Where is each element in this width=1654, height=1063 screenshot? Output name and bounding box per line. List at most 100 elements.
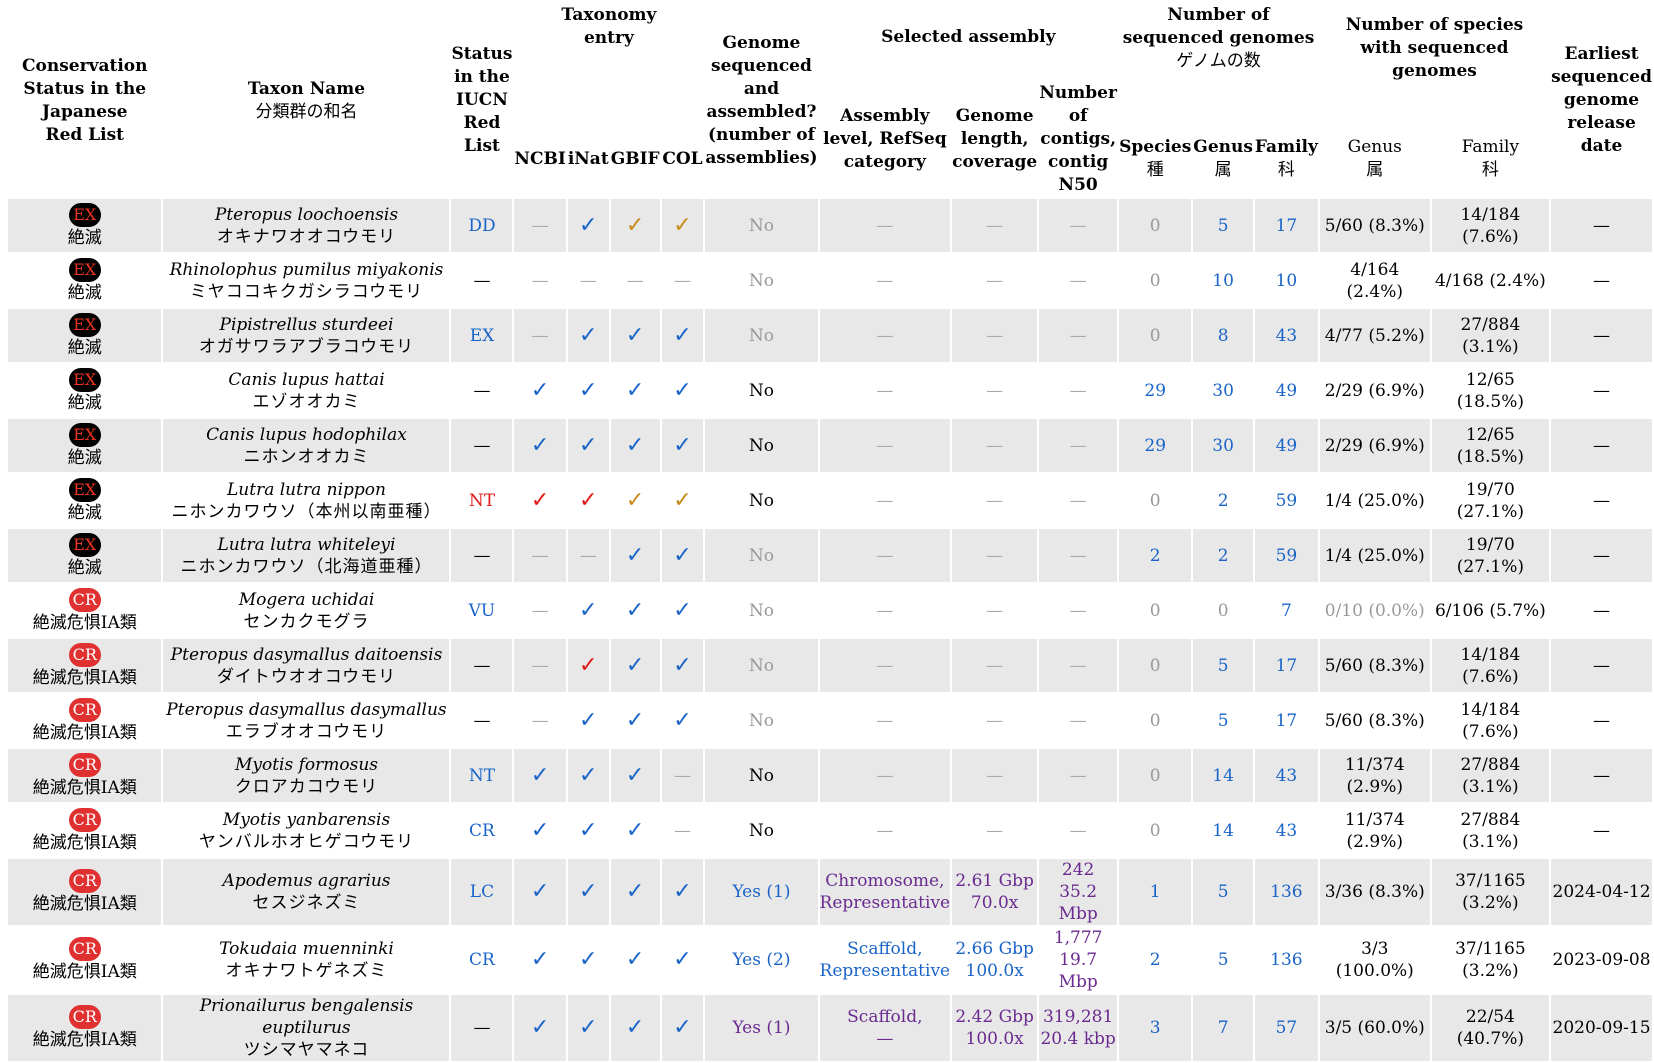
genus-count[interactable]: 5 [1193, 639, 1253, 692]
assembly-level[interactable]: Scaffold, Representative [820, 927, 951, 993]
family-count[interactable]: 43 [1254, 309, 1318, 362]
family-count[interactable]: 49 [1275, 380, 1298, 401]
family-count[interactable]: 43 [1275, 820, 1298, 841]
family-count[interactable]: 136 [1254, 859, 1318, 925]
iucn-status[interactable]: EX [451, 309, 513, 362]
genus-count[interactable]: 5 [1217, 710, 1229, 731]
col-check-icon[interactable]: ✓ [673, 707, 692, 733]
genus-count[interactable]: 14 [1193, 749, 1253, 802]
family-count[interactable]: 17 [1254, 199, 1318, 252]
inat-check-icon[interactable]: ✓ [567, 419, 609, 472]
inat-check-icon[interactable]: ✓ [567, 199, 609, 252]
iucn-status[interactable]: DD [451, 199, 513, 252]
scientific-name[interactable]: Lutra lutra whiteleyi [217, 534, 396, 555]
genus-count[interactable]: 5 [1193, 859, 1253, 925]
family-count[interactable]: 136 [1270, 950, 1303, 970]
col-check-icon[interactable]: ✓ [673, 597, 692, 623]
col-check-icon[interactable]: ✓ [661, 529, 704, 582]
genus-count[interactable]: 5 [1217, 950, 1229, 970]
scientific-name[interactable]: Tokudaia muenninki [219, 939, 394, 959]
col-check-icon[interactable]: ✓ [661, 309, 704, 362]
ncbi-check-icon[interactable]: ✓ [530, 947, 550, 972]
gbif-check-icon[interactable]: ✓ [625, 597, 645, 623]
species-count[interactable]: 29 [1144, 380, 1167, 401]
gbif-check-icon[interactable]: ✓ [610, 995, 660, 1061]
gbif-check-icon[interactable]: ✓ [625, 487, 645, 513]
family-count[interactable]: 7 [1280, 600, 1292, 621]
scientific-name[interactable]: Myotis formosus [234, 754, 379, 775]
inat-check-icon[interactable]: ✓ [567, 995, 609, 1061]
inat-check-icon[interactable]: ✓ [579, 947, 598, 972]
scientific-name[interactable]: Canis lupus hattai [228, 369, 385, 390]
genome-status[interactable]: Yes (1) [705, 859, 818, 925]
species-count[interactable]: 2 [1149, 950, 1161, 970]
family-count[interactable]: 57 [1254, 995, 1318, 1061]
iucn-status[interactable]: NT [451, 749, 513, 802]
inat-check-icon[interactable]: ✓ [579, 597, 598, 623]
scientific-name[interactable]: Canis lupus hodophilax [206, 424, 407, 445]
col-check-icon[interactable]: ✓ [673, 377, 692, 403]
iucn-status[interactable]: LC [451, 859, 513, 925]
genus-count[interactable]: 8 [1193, 309, 1253, 362]
gbif-check-icon[interactable]: ✓ [625, 377, 645, 403]
genome-status[interactable]: Yes (1) [705, 995, 818, 1061]
assembly-level[interactable]: Chromosome, Representative [819, 859, 951, 925]
family-count[interactable]: 49 [1254, 419, 1318, 472]
iucn-status[interactable]: CR [469, 950, 495, 970]
species-count[interactable]: 1 [1119, 859, 1192, 925]
inat-check-icon[interactable]: ✓ [567, 309, 609, 362]
genus-count[interactable]: 5 [1193, 199, 1253, 252]
family-count[interactable]: 59 [1254, 529, 1318, 582]
genus-count[interactable]: 30 [1212, 380, 1234, 401]
iucn-status[interactable]: CR [469, 820, 495, 841]
species-count[interactable]: 3 [1119, 995, 1192, 1061]
gbif-check-icon[interactable]: ✓ [625, 817, 645, 843]
genus-count[interactable]: 2 [1193, 529, 1253, 582]
inat-check-icon[interactable]: ✓ [579, 487, 598, 513]
gbif-check-icon[interactable]: ✓ [610, 419, 660, 472]
ncbi-check-icon[interactable]: ✓ [530, 817, 550, 843]
gbif-check-icon[interactable]: ✓ [610, 309, 660, 362]
col-check-icon[interactable]: ✓ [661, 419, 704, 472]
scientific-name[interactable]: Pteropus dasymallus daitoensis [170, 644, 443, 665]
scientific-name[interactable]: Pipistrellus sturdeei [219, 314, 394, 335]
ncbi-check-icon[interactable]: ✓ [530, 377, 550, 403]
scientific-name[interactable]: Apodemus agrarius [222, 871, 391, 891]
scientific-name[interactable]: Myotis yanbarensis [222, 809, 391, 830]
genus-count[interactable]: 14 [1212, 820, 1234, 841]
assembly-level[interactable]: Scaffold, — [819, 995, 951, 1061]
col-check-icon[interactable]: ✓ [673, 947, 692, 972]
gbif-check-icon[interactable]: ✓ [610, 749, 660, 802]
species-count[interactable]: 29 [1119, 419, 1192, 472]
inat-check-icon[interactable]: ✓ [579, 707, 598, 733]
iucn-status[interactable]: NT [468, 490, 496, 511]
family-count[interactable]: 43 [1254, 749, 1318, 802]
family-count[interactable]: 10 [1275, 270, 1298, 291]
col-check-icon[interactable]: ✓ [661, 199, 704, 252]
col-check-icon[interactable]: ✓ [661, 995, 704, 1061]
ncbi-check-icon[interactable]: ✓ [514, 995, 566, 1061]
family-count[interactable]: 17 [1275, 710, 1298, 731]
inat-check-icon[interactable]: ✓ [567, 639, 609, 692]
gbif-check-icon[interactable]: ✓ [610, 529, 660, 582]
scientific-name[interactable]: Mogera uchidai [238, 589, 375, 610]
scientific-name[interactable]: Lutra lutra nippon [227, 479, 386, 500]
ncbi-check-icon[interactable]: ✓ [514, 859, 566, 925]
inat-check-icon[interactable]: ✓ [567, 859, 609, 925]
species-count[interactable]: 2 [1119, 529, 1192, 582]
iucn-status[interactable]: VU [468, 600, 496, 621]
genome-status[interactable]: Yes (2) [732, 950, 791, 970]
inat-check-icon[interactable]: ✓ [579, 377, 598, 403]
family-count[interactable]: 17 [1254, 639, 1318, 692]
col-check-icon[interactable]: ✓ [661, 639, 704, 692]
scientific-name[interactable]: Pteropus loochoensis [214, 204, 399, 225]
col-check-icon[interactable]: ✓ [661, 859, 704, 925]
ncbi-check-icon[interactable]: ✓ [514, 419, 566, 472]
col-check-icon[interactable]: ✓ [673, 487, 692, 513]
family-count[interactable]: 59 [1275, 490, 1298, 511]
genus-count[interactable]: 30 [1193, 419, 1253, 472]
gbif-check-icon[interactable]: ✓ [610, 859, 660, 925]
gbif-check-icon[interactable]: ✓ [610, 639, 660, 692]
inat-check-icon[interactable]: ✓ [579, 817, 598, 843]
scientific-name[interactable]: Rhinolophus pumilus miyakonis [169, 259, 444, 280]
